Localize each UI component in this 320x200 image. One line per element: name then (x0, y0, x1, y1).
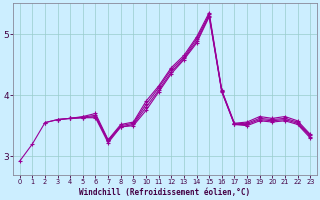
X-axis label: Windchill (Refroidissement éolien,°C): Windchill (Refroidissement éolien,°C) (79, 188, 251, 197)
